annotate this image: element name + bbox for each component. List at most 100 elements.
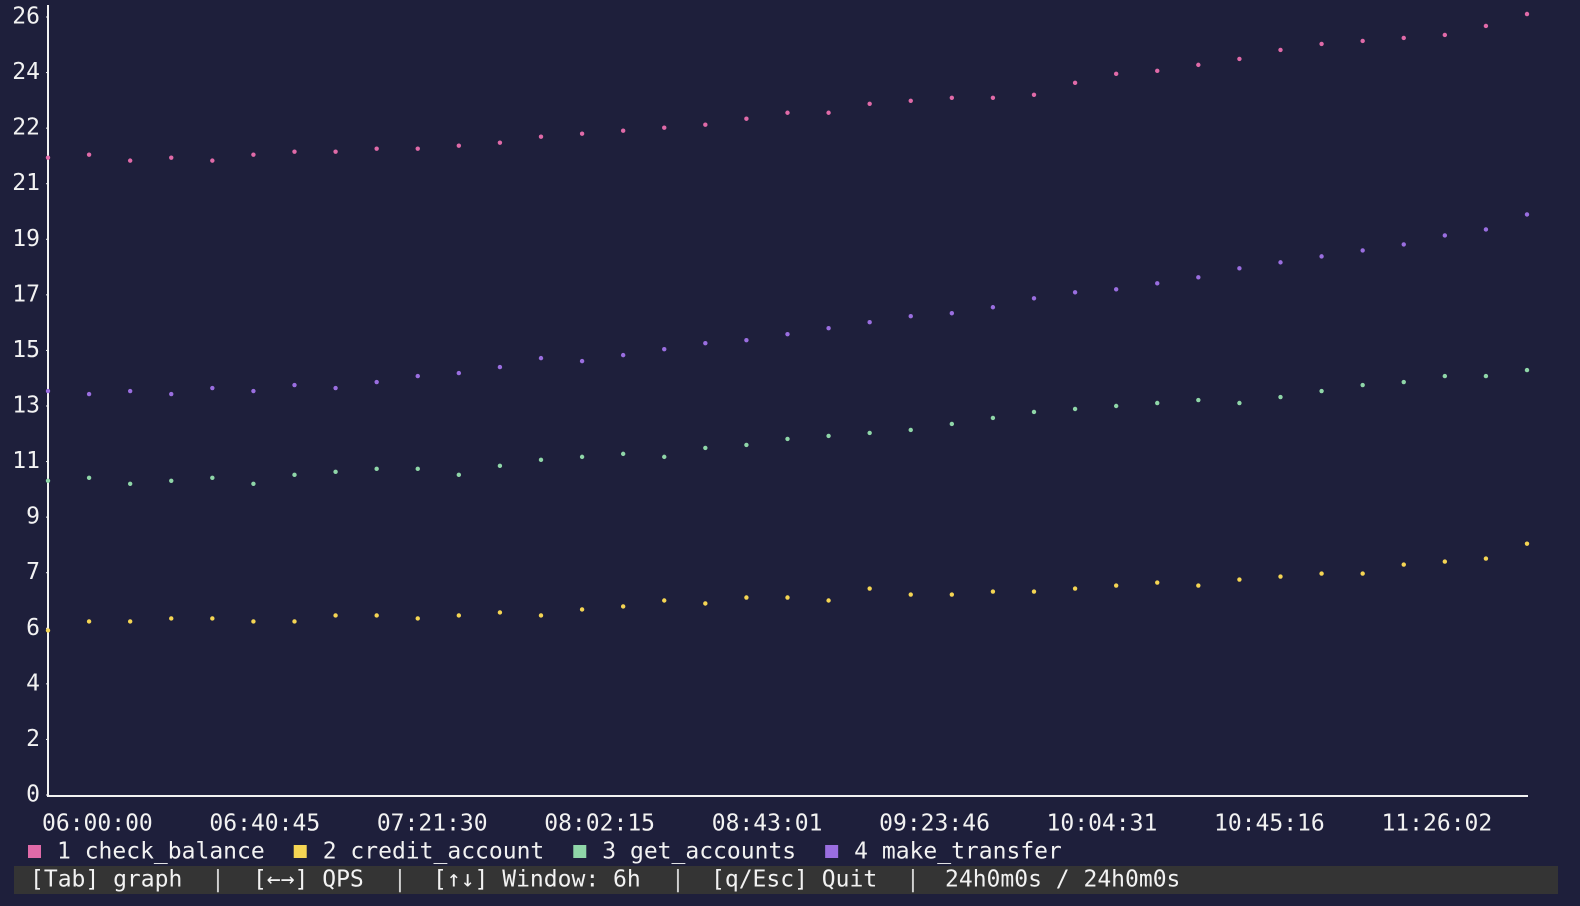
y-tick-label: 4 (26, 670, 40, 696)
point (662, 598, 667, 603)
separator: | (906, 867, 920, 893)
x-tick-label: 06:40:45 (209, 811, 320, 837)
point (826, 433, 831, 439)
point (127, 158, 133, 163)
point (1113, 71, 1119, 77)
point (1483, 556, 1489, 561)
series (45, 367, 1530, 486)
point (1360, 571, 1365, 576)
point (251, 481, 256, 486)
point (292, 382, 297, 388)
point (456, 370, 462, 376)
point (45, 628, 51, 633)
point (703, 601, 708, 606)
series (45, 212, 1530, 397)
y-tick-label: 9 (26, 504, 40, 530)
y-tick-label: 24 (12, 59, 40, 85)
point (374, 466, 379, 472)
point (867, 101, 872, 106)
legend-swatch (293, 845, 307, 858)
point (1401, 35, 1406, 41)
x-tick-label: 07:21:30 (377, 811, 488, 837)
point (620, 604, 626, 609)
y-tick-label: 26 (12, 4, 40, 30)
point (1031, 92, 1037, 98)
point (744, 116, 749, 121)
point (497, 463, 503, 469)
point (1237, 577, 1242, 582)
point (86, 391, 92, 397)
point (867, 320, 872, 325)
point (620, 352, 626, 358)
point (1524, 11, 1530, 17)
y-tick-label: 17 (12, 281, 40, 307)
y-tick-label: 11 (12, 448, 40, 474)
point (1237, 266, 1242, 271)
point (1196, 397, 1201, 403)
point (867, 586, 872, 591)
point (210, 385, 215, 391)
point (1278, 574, 1283, 579)
point (415, 616, 420, 621)
y-tick-label: 19 (12, 226, 40, 252)
point (620, 128, 626, 133)
x-tick-label: 08:43:01 (712, 811, 823, 837)
point (1442, 32, 1448, 38)
point (990, 415, 996, 421)
point (333, 149, 338, 154)
point (1319, 254, 1324, 259)
point (826, 326, 831, 331)
separator: | (671, 867, 685, 893)
y-tick-label: 6 (26, 615, 40, 641)
point (45, 155, 51, 160)
point (127, 388, 133, 394)
series (45, 541, 1530, 633)
point (620, 451, 626, 457)
point (1483, 23, 1489, 29)
point (1483, 227, 1489, 232)
point (1442, 233, 1448, 238)
point (826, 598, 831, 603)
y-tick-label: 21 (12, 170, 40, 196)
point (415, 466, 420, 472)
status-item: [q/Esc] Quit (711, 867, 877, 893)
point (949, 592, 955, 597)
point (374, 379, 379, 385)
point (127, 619, 133, 624)
point (744, 337, 749, 343)
point (990, 305, 996, 310)
point (662, 125, 667, 130)
point (1031, 589, 1037, 594)
point (990, 95, 996, 100)
point (251, 152, 256, 157)
y-tick-label: 13 (12, 393, 40, 419)
point (1401, 562, 1406, 567)
y-tick-label: 22 (12, 115, 40, 141)
point (1278, 260, 1283, 265)
point (333, 385, 338, 391)
point (1113, 403, 1119, 409)
point (1319, 571, 1324, 576)
y-tick-label: 7 (26, 559, 40, 585)
point (1196, 62, 1201, 68)
point (908, 427, 913, 433)
point (456, 143, 462, 148)
point (210, 616, 215, 621)
status-bar (14, 866, 1558, 894)
point (127, 481, 133, 486)
point (1319, 388, 1324, 394)
point (744, 442, 749, 448)
legend-swatch (573, 845, 587, 858)
point (908, 314, 913, 319)
point (1031, 409, 1037, 415)
point (579, 358, 585, 364)
series (45, 11, 1530, 163)
point (1113, 287, 1119, 292)
point (1278, 394, 1283, 400)
point (374, 146, 379, 151)
point (497, 610, 503, 615)
separator: | (211, 867, 225, 893)
point (1360, 382, 1365, 388)
x-tick-label: 10:04:31 (1047, 811, 1158, 837)
point (169, 478, 174, 484)
